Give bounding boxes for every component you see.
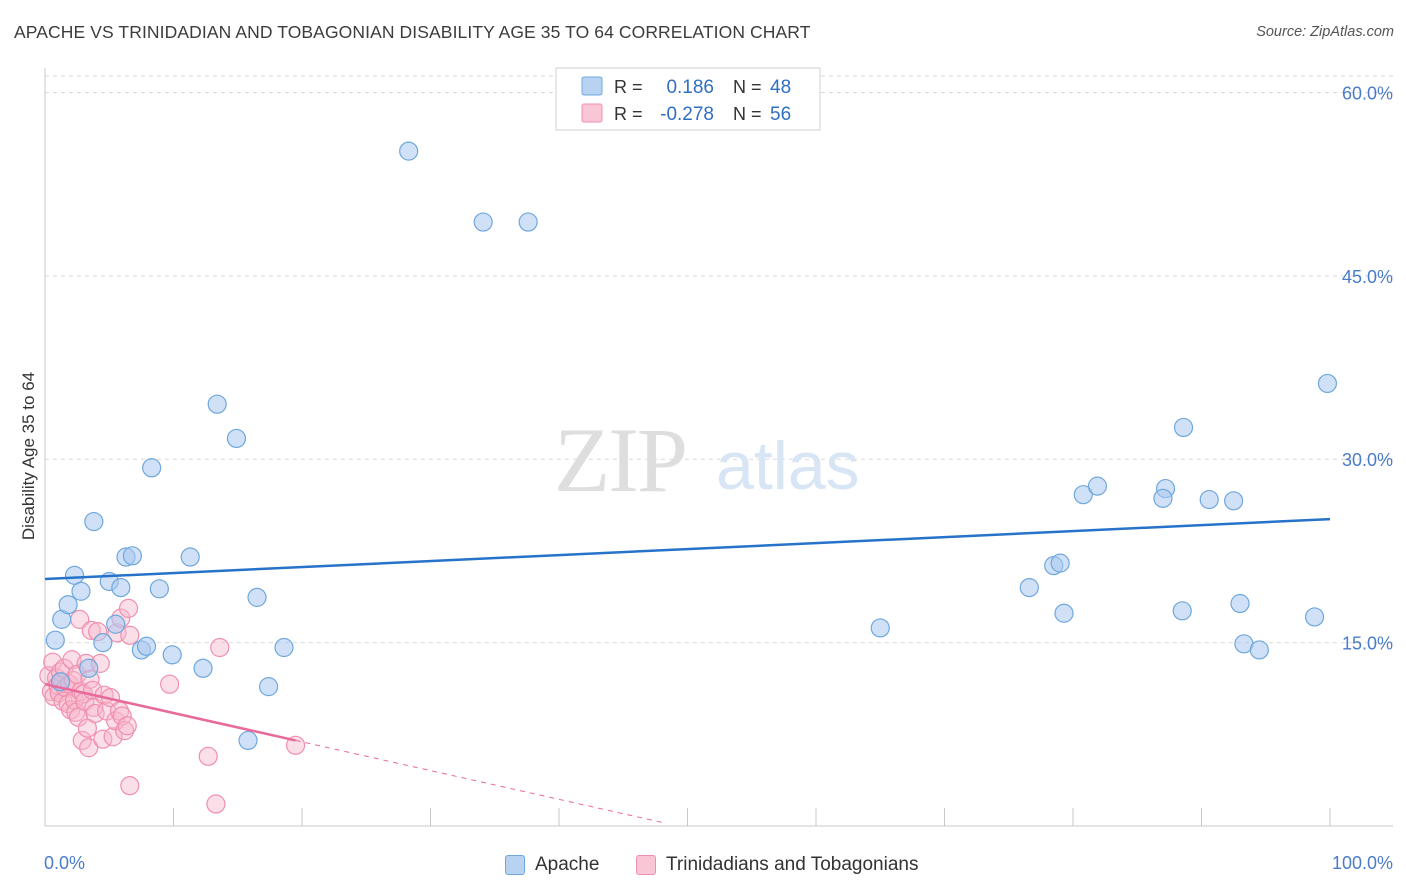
apache-legend-swatch	[581, 76, 603, 96]
tt-legend-swatch	[581, 103, 603, 123]
apache-point	[1249, 640, 1269, 660]
apache-r-label: R =	[614, 77, 643, 97]
tt-point	[84, 697, 104, 718]
stats-legend: R = 0.186 N = 48 R = -0.278 N = 56	[555, 67, 821, 131]
tt-point	[43, 652, 63, 672]
legend-item-apache[interactable]: Apache	[505, 852, 599, 878]
apache-point	[45, 630, 65, 650]
apache-n-value: 48	[770, 77, 791, 98]
apache-point	[1173, 417, 1194, 438]
apache-point	[247, 587, 267, 607]
apache-point	[1019, 577, 1039, 598]
apache-point	[1153, 488, 1173, 508]
legend-item-tt[interactable]: Trinidadians and Tobagonians	[636, 852, 918, 878]
tt-point	[206, 794, 226, 814]
apache-point	[1230, 593, 1250, 614]
apache-point	[1304, 607, 1325, 627]
apache-point	[274, 637, 294, 658]
tt-point	[198, 746, 218, 766]
apache-r-value: 0.186	[666, 77, 714, 98]
tt-r-value: -0.278	[660, 104, 714, 125]
tt-point	[85, 703, 105, 724]
legend-label-apache: Apache	[535, 854, 600, 875]
tt-r-label: R =	[614, 104, 643, 124]
tt-n-label: N =	[733, 104, 762, 124]
apache-trend-line	[44, 517, 1331, 581]
apache-point	[870, 618, 890, 638]
apache-point	[1172, 601, 1192, 621]
apache-point	[1073, 485, 1093, 505]
source-credit: Source: ZipAtlas.com	[1256, 24, 1394, 40]
apache-point	[122, 546, 142, 566]
apache-point	[136, 636, 157, 656]
tt-point	[112, 706, 132, 726]
tt-point	[210, 637, 230, 658]
y-tick-label: 45.0%	[1342, 267, 1393, 287]
apache-point	[518, 212, 538, 232]
tt-point	[120, 625, 140, 645]
apache-point	[142, 458, 162, 478]
apache-point	[149, 579, 169, 599]
apache-point	[193, 658, 213, 678]
apache-point	[84, 511, 104, 532]
watermark-atlas: atlas	[716, 428, 860, 504]
y-tick-label: 15.0%	[1342, 634, 1393, 654]
apache-point	[1224, 491, 1244, 511]
grid-layer	[45, 75, 1393, 644]
watermark-zip: ZIP	[554, 409, 686, 511]
x-tick-label: 100.0%	[1332, 853, 1393, 873]
apache-point	[93, 633, 113, 653]
tt-point	[72, 730, 92, 751]
apache-point	[258, 677, 279, 697]
tt-point	[285, 735, 306, 755]
apache-point	[473, 212, 493, 232]
apache-swatch	[505, 855, 525, 875]
apache-point	[1050, 553, 1070, 573]
tt-point	[62, 650, 82, 670]
tt-point	[117, 716, 137, 736]
apache-point	[207, 394, 227, 414]
tt-point	[120, 776, 140, 796]
tt-trend-extension	[295, 739, 662, 823]
apache-point	[180, 547, 200, 567]
y-tick-label: 30.0%	[1342, 450, 1393, 470]
x-tick-label: 0.0%	[44, 853, 85, 873]
chart-title: APACHE VS TRINIDADIAN AND TOBAGONIAN DIS…	[14, 22, 811, 42]
apache-point	[238, 730, 258, 751]
apache-point	[226, 428, 247, 449]
apache-point	[58, 595, 78, 615]
y-tick-label: 60.0%	[1342, 83, 1393, 103]
watermark: ZIP atlas	[554, 409, 860, 511]
apache-point	[1054, 603, 1074, 623]
tick-labels: 15.0% 30.0% 45.0% 60.0% 0.0% 100.0%	[44, 83, 1393, 873]
apache-n-label: N =	[733, 77, 762, 97]
apache-point	[111, 577, 131, 598]
apache-point	[1087, 476, 1108, 496]
y-axis-label: Disability Age 35 to 64	[19, 372, 38, 540]
tt-point	[79, 738, 99, 758]
apache-point	[79, 658, 99, 678]
apache-points	[45, 141, 1338, 751]
series-legend: Apache Trinidadians and Tobagonians	[0, 852, 1406, 878]
tt-swatch	[636, 855, 656, 875]
tt-point	[61, 700, 81, 720]
apache-point	[71, 581, 91, 601]
apache-point	[399, 141, 419, 161]
legend-label-tt: Trinidadians and Tobagonians	[666, 854, 919, 875]
tt-point	[118, 598, 139, 618]
tt-point	[81, 620, 101, 640]
apache-point	[106, 614, 126, 634]
apache-point	[1317, 373, 1338, 394]
apache-point	[162, 645, 182, 665]
trend-layer	[44, 517, 1331, 823]
tt-n-value: 56	[770, 104, 791, 125]
tt-points	[39, 598, 306, 814]
tt-point	[160, 674, 180, 694]
apache-point	[1199, 489, 1219, 510]
tt-point	[103, 727, 123, 747]
tt-trend-line	[44, 682, 296, 742]
